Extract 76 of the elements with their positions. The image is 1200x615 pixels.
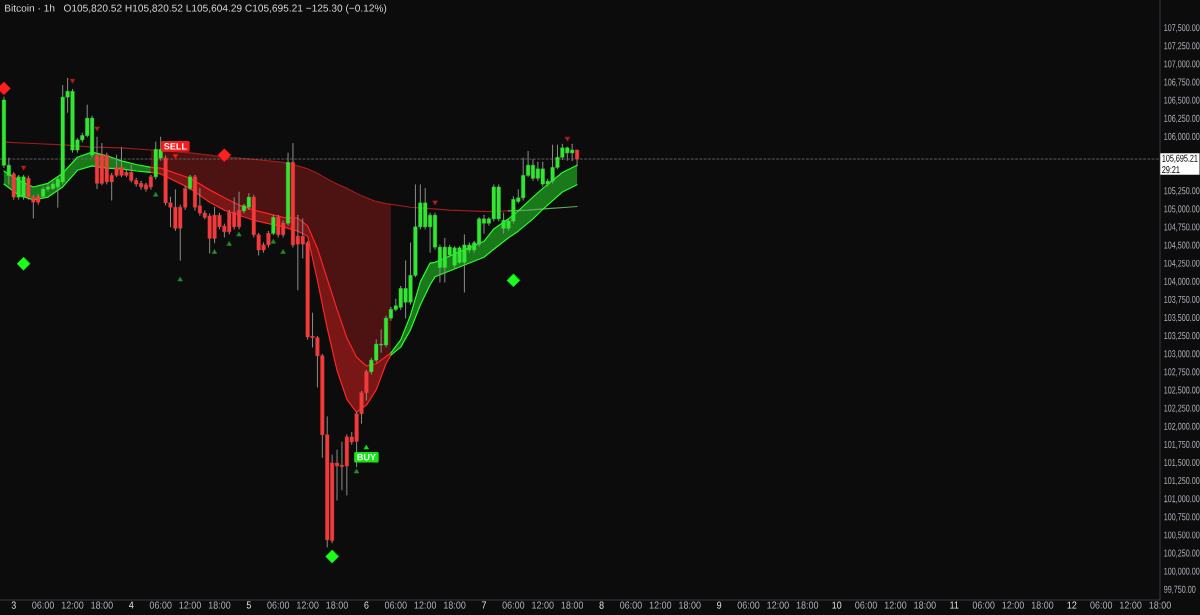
y-tick-label: 105,000.00 (1164, 205, 1200, 214)
x-tick-label: 9 (717, 601, 722, 609)
x-tick-label: 12:00 (649, 601, 672, 609)
y-tick-label: 106,750.00 (1164, 78, 1200, 87)
y-tick-label: 104,500.00 (1164, 241, 1200, 250)
y-tick-label: 105,250.00 (1164, 187, 1200, 196)
y-tick-label: 102,750.00 (1164, 368, 1200, 377)
x-tick-label: 18:00 (561, 601, 584, 609)
y-tick-label: 107,000.00 (1164, 60, 1200, 69)
y-tick-label: 106,500.00 (1164, 96, 1200, 105)
x-tick-label: 06:00 (149, 601, 172, 609)
x-tick-label: 8 (599, 601, 604, 609)
x-tick-label: 10 (832, 601, 842, 609)
y-tick-label: 103,500.00 (1164, 313, 1200, 323)
x-tick-label: 12 (1067, 601, 1077, 609)
y-tick-label: 107,250.00 (1164, 42, 1200, 51)
x-tick-label: 06:00 (502, 601, 525, 609)
y-tick-label: 104,000.00 (1164, 277, 1200, 287)
x-tick-label: 18:00 (91, 601, 113, 609)
y-tick-label: 106,250.00 (1164, 114, 1200, 123)
y-tick-label: 103,000.00 (1164, 350, 1200, 359)
y-tick-label: 101,750.00 (1164, 440, 1200, 450)
x-tick-label: 4 (128, 601, 134, 609)
y-tick-label: 103,250.00 (1164, 332, 1200, 341)
y-tick-label: 100,500.00 (1164, 531, 1200, 540)
x-tick-label: 06:00 (267, 601, 290, 609)
ref-line-label: 105,695.21 (1162, 154, 1198, 163)
y-tick-label: 102,500.00 (1164, 386, 1200, 395)
x-tick-label: 6 (364, 601, 369, 609)
y-tick-label: 100,750.00 (1164, 513, 1200, 522)
y-tick-label: 104,250.00 (1164, 259, 1200, 268)
x-tick-label: 12:00 (884, 601, 907, 609)
x-tick-label: 18:00 (1149, 601, 1171, 609)
y-tick-label: 102,000.00 (1164, 422, 1200, 431)
text: 29:21 (1162, 166, 1180, 174)
y-tick-label: 106,000.00 (1164, 132, 1200, 142)
x-tick-label: 18:00 (1031, 601, 1054, 609)
x-tick-label: 12:00 (61, 601, 84, 609)
x-tick-label: 18:00 (914, 601, 936, 609)
x-tick-label: 06:00 (1090, 601, 1113, 609)
y-tick-label: 103,750.00 (1164, 295, 1200, 305)
x-tick-label: 7 (481, 601, 487, 609)
y-tick-label: 102,250.00 (1164, 404, 1200, 413)
y-tick-label: 100,250.00 (1164, 549, 1200, 558)
x-tick-label: 12:00 (767, 601, 789, 609)
x-tick-label: 12:00 (414, 601, 437, 609)
x-tick-label: 12:00 (1002, 601, 1024, 609)
y-tick-label: 101,250.00 (1164, 477, 1200, 486)
x-tick-label: 3 (11, 601, 16, 609)
x-tick-label: 18:00 (444, 601, 466, 609)
x-tick-label: 12:00 (1120, 601, 1142, 609)
x-tick-label: 18:00 (208, 601, 231, 609)
y-tick-label: 99,750.00 (1164, 585, 1196, 594)
x-tick-label: 18:00 (679, 601, 701, 609)
y-tick-label: 100,000.00 (1164, 567, 1200, 576)
x-tick-label: 5 (246, 601, 251, 609)
x-tick-label: 12:00 (297, 601, 319, 609)
y-tick-label: 101,500.00 (1164, 458, 1200, 468)
x-tick-label: 06:00 (384, 601, 407, 609)
x-tick-label: 06:00 (972, 601, 995, 609)
x-tick-label: 06:00 (737, 601, 760, 609)
y-tick-label: 104,750.00 (1164, 223, 1200, 232)
x-tick-label: 06:00 (32, 601, 55, 609)
x-tick-label: 18:00 (326, 601, 348, 609)
y-tick-label: 107,500.00 (1164, 24, 1200, 33)
chart-title: Bitcoin · 1h (5, 4, 55, 12)
y-tick-label: 101,000.00 (1164, 495, 1200, 504)
chart-subtitle: O105,820.52 H105,820.52 L105,604.29 C105,695.21 −125.30 (−0.12%) (63, 4, 387, 14)
x-tick-label: 18:00 (796, 601, 819, 609)
x-tick-label: 06:00 (620, 601, 642, 609)
x-tick-label: 12:00 (532, 601, 554, 609)
x-tick-label: 06:00 (855, 601, 877, 609)
data-label: BUY (357, 454, 376, 461)
x-tick-label: 11 (950, 601, 959, 609)
x-tick-label: 12:00 (179, 601, 201, 609)
data-label: SELL (164, 143, 187, 150)
